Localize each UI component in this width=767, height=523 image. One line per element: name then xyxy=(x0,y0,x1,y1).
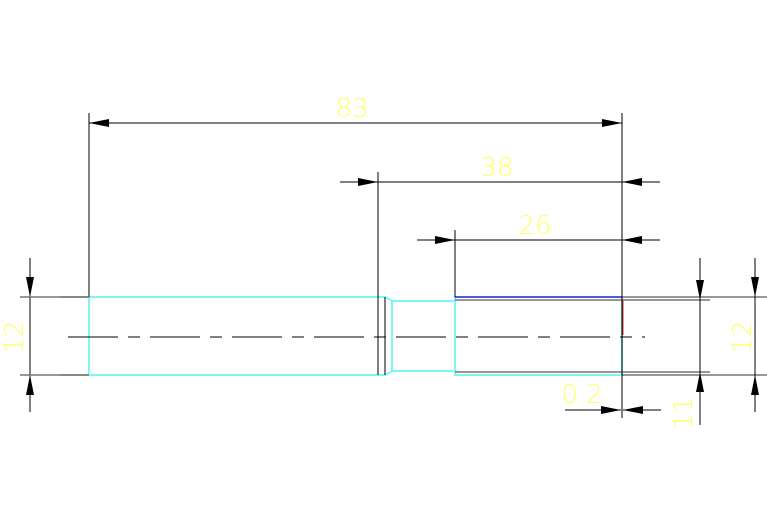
dim-right-12-text: 12 xyxy=(728,320,758,353)
dimension-right-12: 12 xyxy=(728,258,759,412)
dimension-26: 26 xyxy=(417,211,660,244)
dim-26-text: 26 xyxy=(518,211,551,241)
dimension-83: 83 xyxy=(89,94,622,127)
dim-83-text: 83 xyxy=(335,94,368,124)
dimension-left-12: 12 xyxy=(0,258,89,412)
dimension-0-2: 0.2 xyxy=(561,380,661,414)
dim-left-12-text: 12 xyxy=(0,320,30,353)
dim-0-2-text: 0.2 xyxy=(561,380,602,410)
dimension-11: 11 xyxy=(669,258,704,430)
dim-38-text: 38 xyxy=(480,153,513,183)
shaft-outline xyxy=(60,296,767,376)
extension-lines xyxy=(88,113,623,418)
dim-11-text: 11 xyxy=(669,396,699,429)
dimension-38: 38 xyxy=(340,153,660,186)
